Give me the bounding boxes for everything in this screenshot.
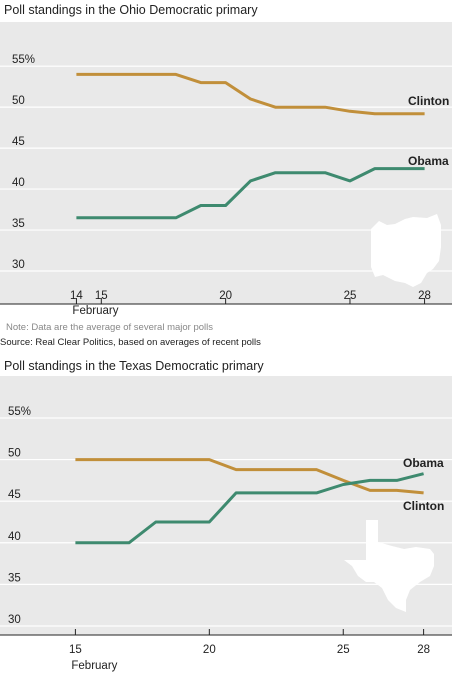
x-tick-label: 20 (219, 290, 232, 302)
x-tick-label: 25 (337, 644, 350, 656)
y-tick-label: 35 (12, 218, 25, 230)
y-tick-label: 40 (8, 531, 21, 543)
series-line-obama (76, 167, 425, 220)
series-line-clinton (75, 458, 424, 495)
x-tick-label: 28 (418, 290, 431, 302)
source-text: Source: Real Clear Politics, based on av… (0, 337, 261, 348)
series-label-clinton: Clinton (408, 94, 449, 108)
texas-outline (344, 520, 434, 612)
series-label-obama: Obama (408, 154, 449, 168)
note-text: Note: Data are the average of several ma… (6, 322, 213, 333)
y-tick-label: 50 (8, 448, 21, 460)
chart-texas: 30 35 40 45 50 55% 15 20 25 28 February Clinton Obam… (0, 376, 452, 672)
y-tick-label: 55% (12, 54, 35, 66)
y-tick-label: 35 (8, 572, 21, 584)
texas-shape (344, 520, 434, 612)
y-tick-label: 30 (12, 259, 25, 271)
y-tick-label: 45 (12, 136, 25, 148)
chart-title-ohio: Poll standings in the Ohio Democratic pr… (4, 3, 258, 17)
chart-ohio: 30 35 40 45 50 55% 14 15 20 25 28 February Clinton Ob… (0, 22, 452, 317)
series-label-obama: Obama (403, 456, 444, 470)
y-tick-label: 45 (8, 489, 21, 501)
series-line-clinton (76, 72, 425, 116)
y-tick-label: 50 (12, 95, 25, 107)
x-tick-label: 14 (70, 290, 83, 302)
x-sublabel: February (71, 660, 117, 672)
chart-title-texas: Poll standings in the Texas Democratic p… (4, 359, 264, 373)
series-label-clinton: Clinton (403, 499, 444, 513)
ohio-outline (371, 214, 441, 287)
x-tick-label: 25 (344, 290, 357, 302)
x-tick-label: 20 (203, 644, 216, 656)
ohio-shape (371, 214, 441, 287)
x-tick-label: 15 (69, 644, 82, 656)
x-tick-label: 15 (95, 290, 108, 302)
series-line-obama (75, 472, 424, 545)
y-tick-label: 55% (8, 406, 31, 418)
y-tick-label: 30 (8, 614, 21, 626)
x-tick-label: 28 (417, 644, 430, 656)
y-tick-label: 40 (12, 177, 25, 189)
x-sublabel: February (72, 305, 118, 317)
